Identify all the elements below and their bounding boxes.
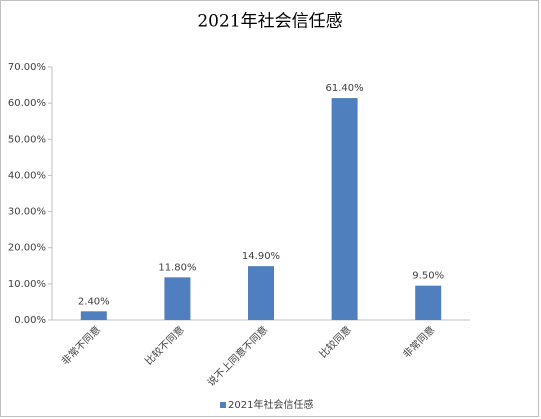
y-tick-label: 20.00% [8,243,46,254]
chart-title: 2021年社会信任感 [197,12,342,32]
bar [164,277,191,320]
y-tick-label: 0.00% [14,315,46,326]
y-tick-label: 50.00% [8,134,46,145]
legend-label: 2021年社会信任感 [228,398,313,411]
legend-swatch [220,402,226,408]
data-label: 2.40% [78,296,110,307]
y-tick-label: 60.00% [8,98,46,109]
y-tick-label: 40.00% [8,170,46,181]
data-label: 11.80% [158,262,196,273]
data-label: 14.90% [242,251,280,262]
bar [331,98,358,320]
y-tick-label: 10.00% [8,279,46,290]
y-tick-label: 70.00% [8,62,46,73]
data-label: 9.50% [412,271,444,282]
y-tick-label: 30.00% [8,207,46,218]
data-label: 61.40% [326,83,364,94]
bar [415,285,442,320]
bar [80,311,107,320]
bar [248,266,274,320]
